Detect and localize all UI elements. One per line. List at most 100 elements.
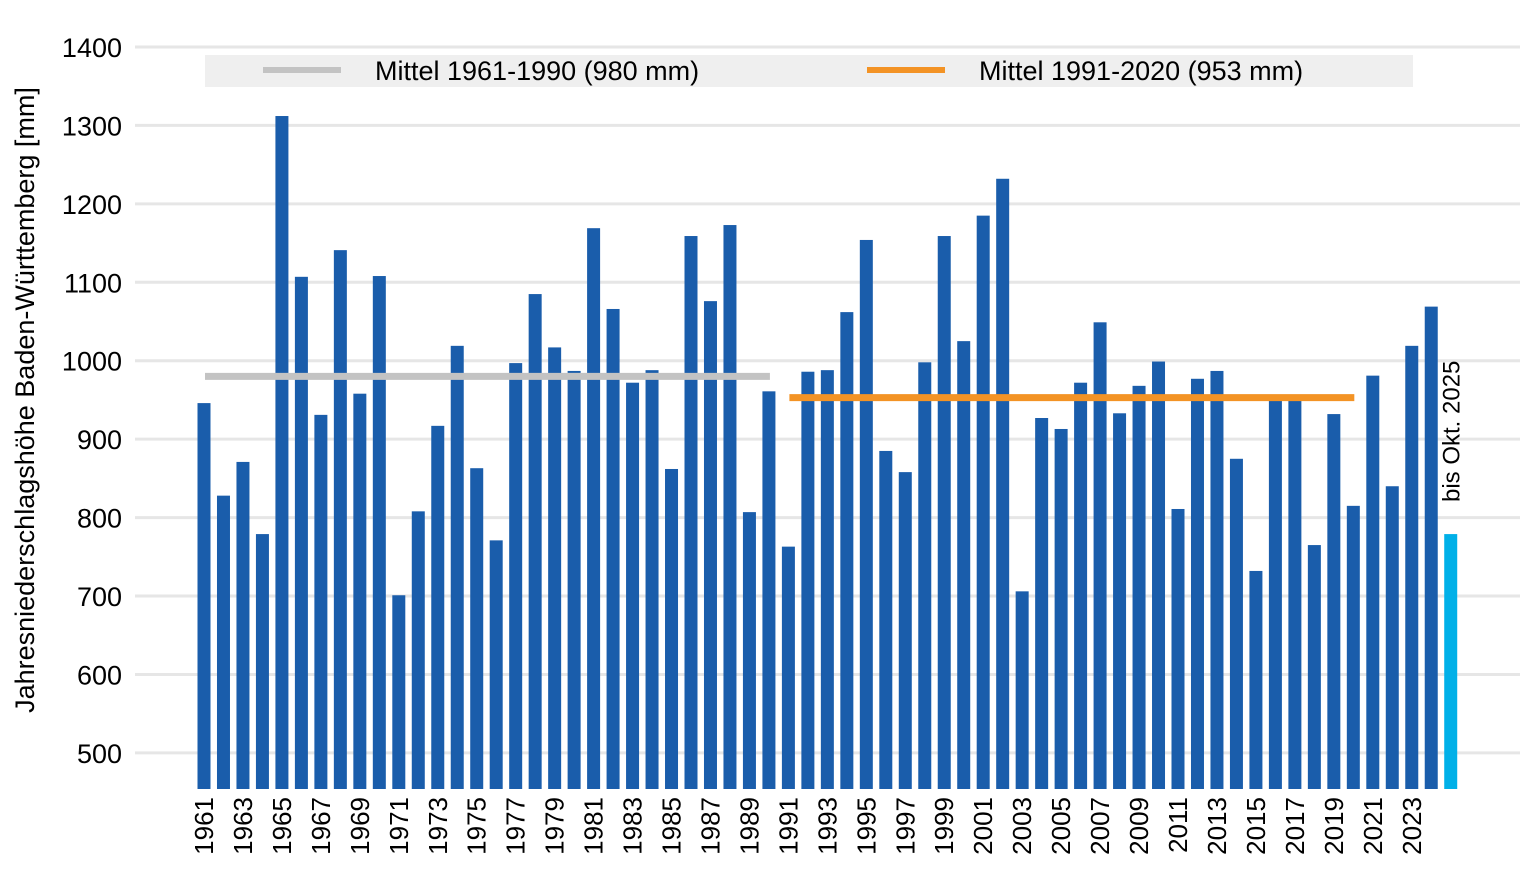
bar (665, 468, 679, 789)
bar (1152, 361, 1166, 789)
bar (353, 393, 367, 789)
x-tick-label: 1973 (423, 797, 453, 855)
bar (509, 363, 523, 789)
x-tick-label: 1997 (890, 797, 920, 855)
x-tick-label: 1965 (267, 797, 297, 855)
bar (294, 276, 308, 790)
bar (587, 228, 601, 790)
x-tick-label: 1981 (579, 797, 609, 855)
bar (1074, 382, 1088, 789)
bar (275, 116, 289, 789)
bar (314, 414, 328, 789)
x-tick-label: 1961 (189, 797, 219, 855)
bar (1035, 418, 1049, 789)
bar (1113, 413, 1127, 789)
bar (684, 236, 698, 789)
y-tick-label: 1400 (62, 33, 122, 63)
bar (937, 236, 951, 789)
x-tick-label: 1971 (384, 797, 414, 855)
bar (489, 540, 503, 789)
bar (1093, 322, 1107, 789)
bar (255, 534, 269, 789)
x-tick-label: 2015 (1241, 797, 1271, 855)
bar (723, 225, 737, 789)
x-tick-label: 2005 (1046, 797, 1076, 855)
bar (197, 403, 211, 789)
bar (820, 370, 834, 789)
x-tick-label: 2001 (968, 797, 998, 855)
legend-label: Mittel 1991-2020 (953 mm) (979, 56, 1303, 86)
x-tick-label: 2007 (1085, 797, 1115, 855)
bar (976, 215, 990, 790)
x-tick-label: 1995 (851, 797, 881, 855)
bar (1444, 534, 1458, 789)
bar (372, 276, 386, 789)
bar (216, 495, 230, 789)
x-tick-label: 1983 (618, 797, 648, 855)
bar (1366, 375, 1380, 789)
x-tick-label: 1989 (734, 797, 764, 855)
bar (1171, 508, 1185, 789)
x-tick-label: 2003 (1007, 797, 1037, 855)
bar (1288, 398, 1302, 789)
bar (606, 308, 620, 789)
bar (957, 341, 971, 789)
bar (1327, 414, 1341, 789)
bar (1054, 428, 1068, 789)
bar (1346, 505, 1360, 789)
legend-box (205, 55, 1413, 87)
bar (1132, 385, 1146, 789)
legend-label: Mittel 1961-1990 (980 mm) (375, 56, 699, 86)
bar (548, 347, 562, 789)
bar (879, 450, 893, 789)
x-tick-label: 1991 (773, 797, 803, 855)
bar (898, 472, 912, 789)
bar (1190, 378, 1204, 789)
x-tick-label: 2023 (1397, 797, 1427, 855)
bar (703, 301, 717, 789)
bar (1405, 345, 1419, 789)
x-tick-label: 1999 (929, 797, 959, 855)
x-tick-label: 2013 (1202, 797, 1232, 855)
y-tick-label: 900 (77, 425, 122, 455)
bar (1249, 570, 1263, 789)
bar (1229, 458, 1243, 789)
x-tick-label: 1985 (657, 797, 687, 855)
bar (762, 391, 776, 789)
bar (1424, 306, 1438, 789)
x-tick-label: 1975 (462, 797, 492, 855)
x-tick-label: 2017 (1280, 797, 1310, 855)
bar (859, 239, 873, 790)
bar (801, 371, 815, 789)
bar (918, 362, 932, 789)
x-tick-label: 1967 (306, 797, 336, 855)
bar (996, 178, 1010, 789)
bar (781, 546, 795, 789)
y-tick-label: 1000 (62, 347, 122, 377)
y-axis-label: Jahresniederschlagshöhe Baden-Württember… (10, 87, 40, 713)
y-tick-label: 800 (77, 504, 122, 534)
bar (236, 461, 250, 789)
x-tick-label: 1993 (812, 797, 842, 855)
bar (567, 370, 581, 789)
x-tick-label: 1987 (695, 797, 725, 855)
bar (450, 345, 464, 789)
y-tick-label: 1300 (62, 111, 122, 141)
bar (1015, 591, 1029, 789)
bar (470, 468, 484, 789)
bar (645, 370, 659, 789)
bar (1268, 396, 1282, 789)
bar (392, 595, 406, 789)
x-tick-label: 1963 (228, 797, 258, 855)
y-tick-label: 500 (77, 739, 122, 769)
bar (742, 512, 756, 789)
bar (626, 382, 640, 789)
y-tick-label: 1200 (62, 190, 122, 220)
bar (1385, 486, 1399, 789)
y-tick-label: 1100 (64, 268, 122, 298)
y-tick-label: 600 (77, 660, 122, 690)
x-tick-label: 2019 (1319, 797, 1349, 855)
x-tick-label: 2009 (1124, 797, 1154, 855)
